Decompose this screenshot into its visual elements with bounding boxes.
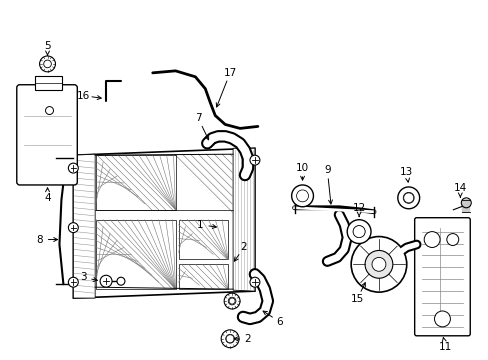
Circle shape: [460, 198, 470, 208]
Polygon shape: [73, 148, 254, 298]
Circle shape: [68, 163, 78, 173]
Text: 14: 14: [453, 183, 466, 193]
Circle shape: [371, 257, 385, 271]
Text: 4: 4: [44, 193, 51, 203]
Circle shape: [40, 56, 55, 72]
Text: 6: 6: [276, 317, 283, 327]
Circle shape: [365, 251, 392, 278]
Circle shape: [228, 297, 235, 305]
Circle shape: [403, 193, 413, 203]
Circle shape: [43, 60, 51, 68]
Circle shape: [296, 190, 308, 202]
Bar: [178, 264, 228, 289]
Text: 2: 2: [244, 334, 251, 344]
Circle shape: [225, 335, 234, 343]
Text: 7: 7: [195, 113, 201, 123]
Circle shape: [446, 234, 458, 246]
Bar: [178, 220, 228, 260]
Text: 11: 11: [438, 342, 451, 352]
Bar: [35, 76, 62, 90]
Circle shape: [117, 277, 124, 285]
Circle shape: [225, 334, 234, 343]
FancyBboxPatch shape: [17, 85, 77, 185]
Text: 5: 5: [44, 41, 51, 51]
Polygon shape: [73, 154, 95, 298]
Circle shape: [249, 277, 259, 287]
Text: 8: 8: [36, 234, 43, 244]
Circle shape: [100, 275, 112, 287]
Text: 17: 17: [223, 68, 236, 78]
Text: 2: 2: [240, 243, 247, 252]
Circle shape: [403, 192, 413, 203]
Circle shape: [423, 231, 439, 247]
Circle shape: [224, 293, 240, 309]
Circle shape: [249, 155, 259, 165]
Circle shape: [68, 277, 78, 287]
Circle shape: [350, 237, 406, 292]
Circle shape: [434, 311, 449, 327]
Circle shape: [352, 226, 365, 238]
Circle shape: [68, 223, 78, 233]
Text: 12: 12: [352, 203, 365, 213]
Text: 13: 13: [399, 167, 412, 177]
Text: 15: 15: [350, 294, 363, 304]
Circle shape: [352, 226, 365, 238]
Polygon shape: [233, 148, 254, 291]
Bar: [96, 220, 175, 289]
Text: 3: 3: [80, 272, 86, 282]
Circle shape: [229, 298, 235, 304]
Circle shape: [291, 185, 313, 207]
FancyBboxPatch shape: [414, 218, 469, 336]
Circle shape: [346, 220, 370, 243]
Text: 10: 10: [295, 163, 308, 173]
Circle shape: [297, 190, 307, 201]
Circle shape: [221, 330, 239, 348]
Circle shape: [45, 107, 53, 114]
Bar: [96, 155, 175, 210]
Text: 1: 1: [197, 220, 203, 230]
Circle shape: [397, 187, 419, 209]
Text: 9: 9: [324, 165, 330, 175]
Text: 16: 16: [77, 91, 90, 101]
